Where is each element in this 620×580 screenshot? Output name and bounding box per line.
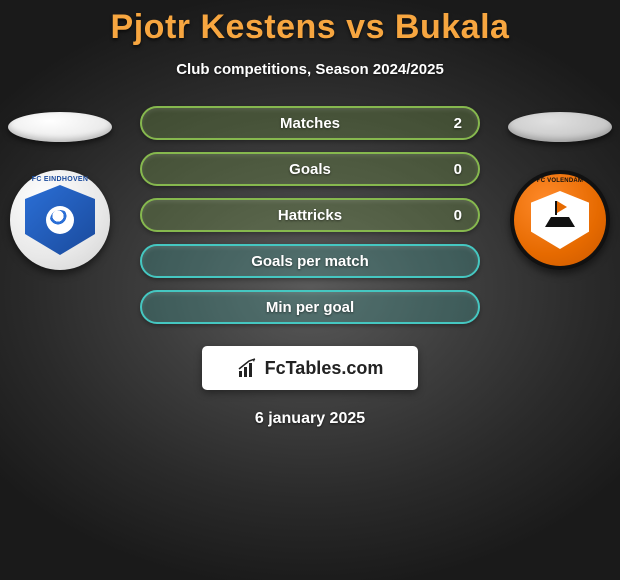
right-side: FC VOLENDAM [500,106,620,270]
stats-column: Matches 2 Goals 0 Hattricks 0 Goals per match M… [140,106,480,324]
stat-row: Goals 0 [140,152,480,186]
site-logo: FcTables.com [202,346,418,390]
stat-row: Hattricks 0 [140,198,480,232]
chart-icon [237,357,259,379]
comparison-panel: FC EINDHOVEN Matches2Goals0Hattricks0Goa… [0,106,620,324]
right-club-badge: FC VOLENDAM [510,170,610,270]
right-player-avatar [508,112,612,142]
left-club-badge: FC EINDHOVEN [10,170,110,270]
stat-label: Min per goal [266,299,354,316]
stat-label: Matches [280,115,340,132]
subtitle: Club competitions, Season 2024/2025 [0,61,620,78]
stat-value-left: 2 [454,115,462,132]
left-side: FC EINDHOVEN [0,106,120,270]
left-club-label: FC EINDHOVEN [32,176,89,183]
date-label: 6 january 2025 [0,410,620,428]
stat-label: Hattricks [278,207,342,224]
stat-value-left: 0 [454,207,462,224]
stat-value-left: 0 [454,161,462,178]
page-title: Pjotr Kestens vs Bukala [0,8,620,47]
site-logo-text: FcTables.com [265,358,384,379]
stat-label: Goals per match [251,253,369,270]
right-club-label: FC VOLENDAM [537,178,583,184]
stat-row: Min per goal [140,290,480,324]
left-player-avatar [8,112,112,142]
stat-row: Goals per match [140,244,480,278]
stat-row: Matches 2 [140,106,480,140]
stat-label: Goals [289,161,331,178]
